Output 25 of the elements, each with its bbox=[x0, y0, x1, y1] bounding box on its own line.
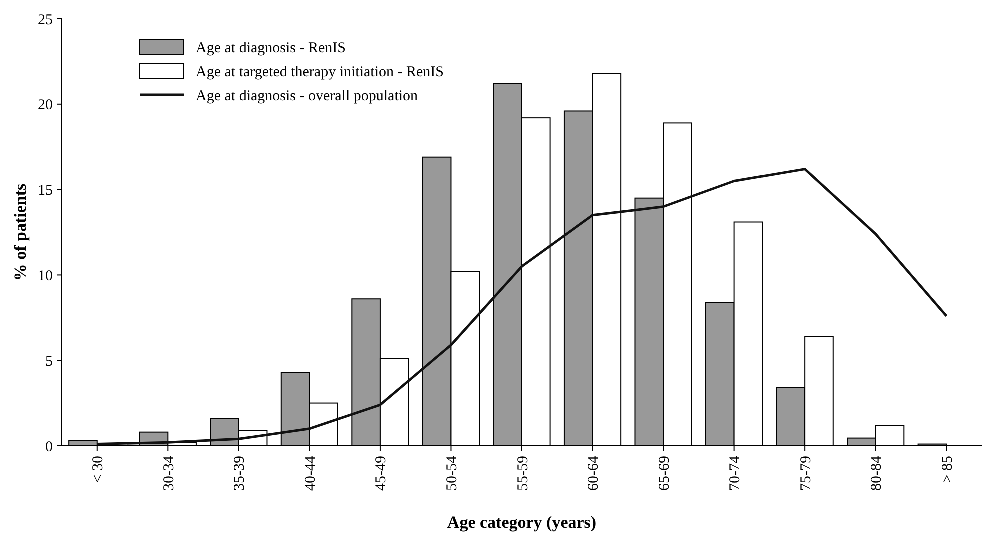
line-series bbox=[96, 168, 948, 446]
x-tick-label: 70-74 bbox=[728, 456, 744, 491]
legend-label: Age at diagnosis - RenIS bbox=[196, 40, 346, 56]
y-tick-label: 15 bbox=[38, 183, 53, 200]
legend-label: Age at diagnosis - overall population bbox=[196, 88, 419, 104]
x-tick-label: 35-39 bbox=[232, 456, 248, 491]
y-tick-label: 5 bbox=[46, 354, 53, 370]
x-tick-label: 60-64 bbox=[586, 456, 602, 491]
x-tick-label: 45-49 bbox=[374, 456, 390, 491]
y-axis-title: % of patients bbox=[10, 183, 30, 282]
y-tick-label: 0 bbox=[46, 439, 53, 456]
x-tick-label: 50-54 bbox=[444, 456, 460, 491]
legend-label: Age at targeted therapy initiation - RenIS bbox=[196, 64, 444, 80]
x-tick-label: 30-34 bbox=[161, 456, 178, 491]
x-tick-label: > 85 bbox=[940, 456, 956, 484]
x-tick-label: 75-79 bbox=[798, 456, 814, 491]
x-tick-label: < 30 bbox=[90, 456, 107, 484]
y-tick-label: 10 bbox=[38, 268, 53, 284]
x-axis-title: Age category (years) bbox=[447, 513, 597, 532]
x-tick-label: 55-59 bbox=[515, 456, 532, 491]
x-tick-label: 80-84 bbox=[869, 456, 886, 491]
x-tick-label: 65-69 bbox=[656, 456, 673, 491]
x-tick-label: 40-44 bbox=[302, 456, 319, 491]
y-tick-label: 20 bbox=[38, 98, 53, 114]
y-tick-label: 25 bbox=[38, 12, 53, 28]
